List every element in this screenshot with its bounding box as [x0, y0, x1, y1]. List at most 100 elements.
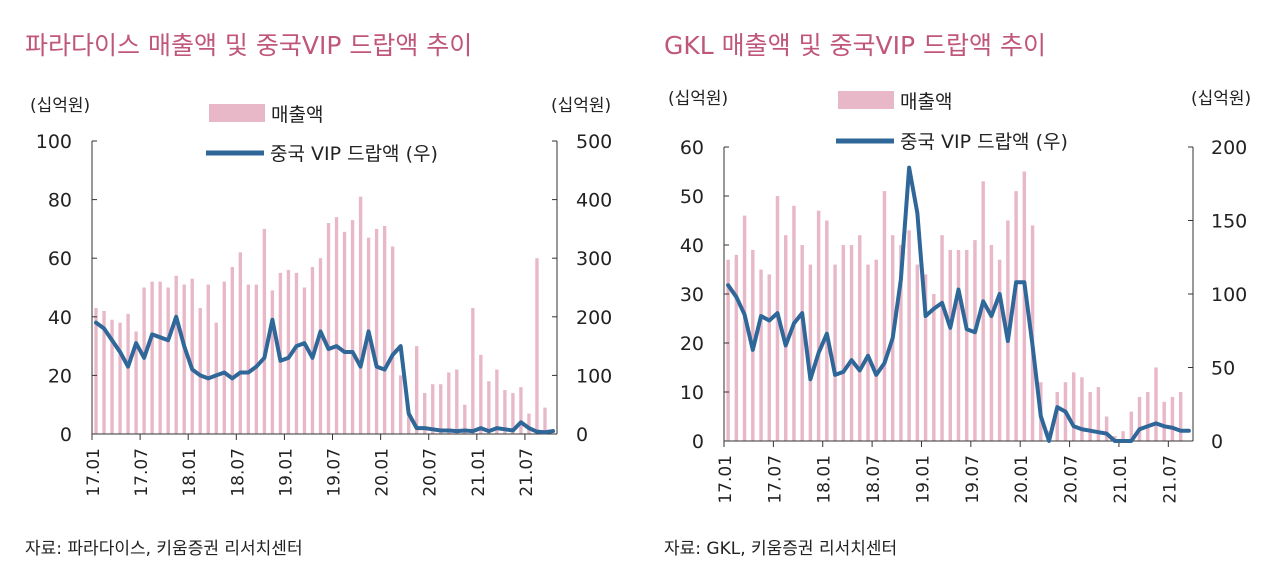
bar-revenue — [294, 272, 299, 434]
bar-revenue — [1055, 392, 1059, 441]
bar-revenue — [1137, 396, 1142, 441]
x-tick-label: 21.07 — [517, 448, 537, 497]
bar-revenue — [134, 331, 138, 434]
bar-revenue — [535, 258, 539, 434]
right-tick-label: 150 — [1211, 211, 1247, 233]
bar-revenue — [415, 346, 419, 434]
bar-revenue — [882, 191, 887, 441]
bar-revenue — [463, 404, 467, 434]
left-tick-label: 80 — [48, 190, 72, 212]
bar-revenue — [543, 407, 547, 434]
bar-revenue — [447, 372, 451, 434]
x-tick-label: 18.01 — [180, 448, 200, 497]
right-tick-label: 500 — [576, 131, 612, 153]
legend-bar-swatch — [209, 104, 265, 122]
bar-revenue — [940, 235, 944, 441]
right-tick-label: 50 — [1211, 358, 1235, 380]
bar-revenue — [382, 225, 387, 434]
left-axis-unit: (십억원) — [30, 96, 90, 116]
bar-revenue — [1154, 367, 1158, 441]
bar-revenue — [94, 308, 98, 434]
x-tick-label: 17.07 — [765, 455, 785, 504]
x-tick-label: 17.01 — [716, 455, 736, 504]
left-tick-label: 60 — [680, 137, 704, 159]
bar-revenue — [102, 310, 106, 434]
bar-revenue — [1071, 372, 1076, 441]
bar-revenue — [849, 245, 854, 441]
x-tick-label: 20.07 — [421, 448, 441, 497]
bar-revenue — [358, 196, 363, 434]
left-tick-label: 0 — [60, 424, 72, 446]
left-tick-label: 20 — [48, 365, 72, 387]
bar-revenue — [816, 210, 821, 441]
left-tick-label: 40 — [680, 235, 704, 257]
bar-revenue — [342, 231, 347, 434]
bar-revenue — [302, 287, 307, 434]
right-tick-label: 400 — [576, 190, 612, 212]
bar-revenue — [390, 246, 395, 434]
chart-svg: 0 10 20 30 40 50 60 0 50 100 150 200 17.01 17.07 18.01… — [668, 89, 1251, 504]
right-tick-label: 300 — [576, 248, 612, 270]
x-tick-label: 19.01 — [913, 455, 933, 504]
chart-svg: 0 20 40 60 80 100 0 100 200 300 400 500 17.01 17.07 18… — [30, 96, 612, 497]
bar-revenue — [439, 384, 443, 434]
bar-revenue — [238, 252, 243, 434]
bar-revenue — [1096, 387, 1101, 441]
right-tick-label: 100 — [1211, 284, 1247, 306]
left-axis-unit: (십억원) — [668, 89, 728, 109]
x-tick-label: 17.07 — [132, 448, 152, 497]
bar-revenue — [965, 249, 969, 441]
line-china-vip-drop — [94, 314, 555, 435]
bar-revenue — [246, 284, 251, 434]
legend-bar-label: 매출액 — [271, 104, 323, 126]
bar-revenue — [981, 181, 985, 442]
bar-revenue — [110, 319, 114, 434]
bar-revenue — [166, 287, 170, 434]
bar-revenue — [230, 266, 234, 434]
x-tick-label: 19.07 — [325, 448, 345, 497]
bar-revenue — [334, 217, 339, 434]
bar-revenue — [800, 245, 804, 441]
bar-revenue — [866, 264, 870, 441]
bar-revenue — [874, 259, 878, 441]
bar-revenue — [808, 264, 813, 441]
bar-revenue — [142, 287, 146, 434]
bar-revenue — [923, 274, 928, 441]
x-tick-label: 19.01 — [276, 448, 296, 497]
bar-revenue — [956, 249, 961, 441]
chart-panel-paradise: 파라다이스 매출액 및 중국VIP 드랍액 추이 0 20 40 60 80 100 0 10… — [25, 31, 612, 559]
bar-revenue — [262, 228, 267, 434]
bar-revenue — [759, 269, 763, 441]
x-tick-label: 18.07 — [864, 455, 884, 504]
bar-revenue — [222, 281, 226, 434]
bar-revenue — [503, 390, 507, 434]
bar-revenue — [1178, 392, 1183, 441]
bar-revenue — [948, 249, 952, 441]
chart-title: GKL 매출액 및 중국VIP 드랍액 추이 — [664, 31, 1046, 60]
x-tick-label: 21.07 — [1160, 455, 1180, 504]
bar-revenue — [915, 264, 920, 441]
chart-source: 자료: GKL, 키움증권 리서치센터 — [664, 539, 898, 559]
right-axis-unit: (십억원) — [551, 96, 611, 116]
left-tick-label: 60 — [48, 248, 72, 270]
left-tick-label: 10 — [680, 382, 704, 404]
bar-revenue — [858, 235, 862, 441]
bar-revenue — [206, 284, 210, 434]
line-china-vip-drop — [726, 165, 1191, 443]
left-tick-label: 0 — [692, 431, 704, 453]
right-tick-label: 0 — [1211, 431, 1223, 453]
bar-revenue — [511, 392, 515, 434]
bar-revenue — [1121, 431, 1125, 441]
x-tick-label: 18.01 — [815, 455, 835, 504]
left-tick-label: 40 — [48, 307, 72, 329]
left-tick-label: 100 — [36, 131, 72, 153]
legend-bar-swatch — [838, 91, 894, 109]
bar-revenue — [182, 284, 186, 434]
bar-revenue — [118, 322, 122, 434]
x-tick-label: 21.01 — [469, 448, 489, 497]
bar-revenue — [270, 290, 275, 434]
bar-revenue — [907, 230, 911, 441]
bar-revenue — [158, 281, 162, 434]
bar-revenue — [150, 281, 154, 434]
right-tick-label: 200 — [576, 307, 612, 329]
